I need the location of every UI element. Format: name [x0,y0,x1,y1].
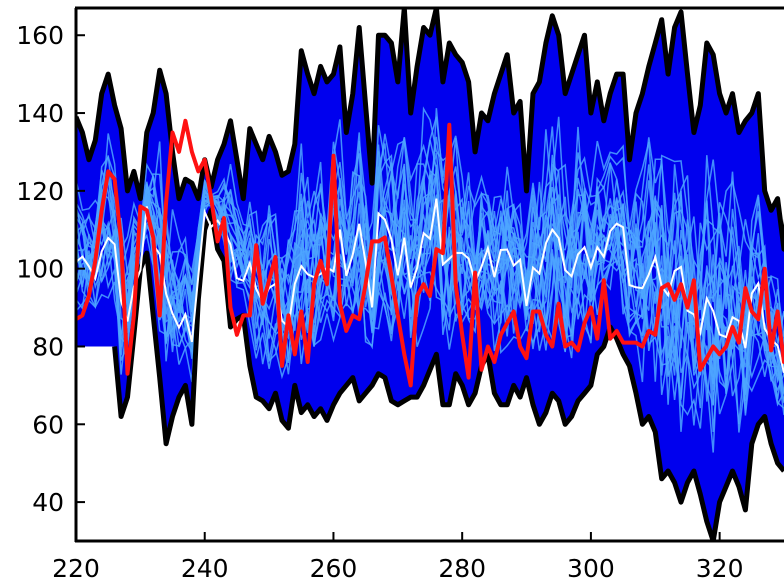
x-axis-ticks: 220 240 260 280 300 320 [52,532,743,581]
x-tick-label: 300 [567,554,615,581]
plot-area [76,8,784,541]
y-tick-label: 100 [16,255,64,284]
y-tick-label: 40 [32,488,64,517]
x-tick-label: 320 [696,554,744,581]
ensemble-mean-line [76,198,784,374]
x-tick-label: 240 [181,554,229,581]
x-tick-label: 260 [310,554,358,581]
series-layer [76,118,784,388]
ensemble-envelope [76,8,784,541]
y-tick-label: 60 [32,410,64,439]
y-tick-label: 160 [16,21,64,50]
x-tick-label: 280 [438,554,486,581]
y-tick-label: 140 [16,99,64,128]
y-axis-ticks: 40 60 80 100 120 140 160 [16,21,85,517]
ensemble-member-line [76,116,784,368]
ensemble-member-line [76,116,784,377]
y-tick-label: 80 [32,332,64,361]
x-tick-label: 220 [52,554,100,581]
y-tick-label: 120 [16,177,64,206]
series-line-0 [76,118,784,388]
envelope-lower-edge [112,207,784,541]
ensemble-member-line [76,108,784,360]
